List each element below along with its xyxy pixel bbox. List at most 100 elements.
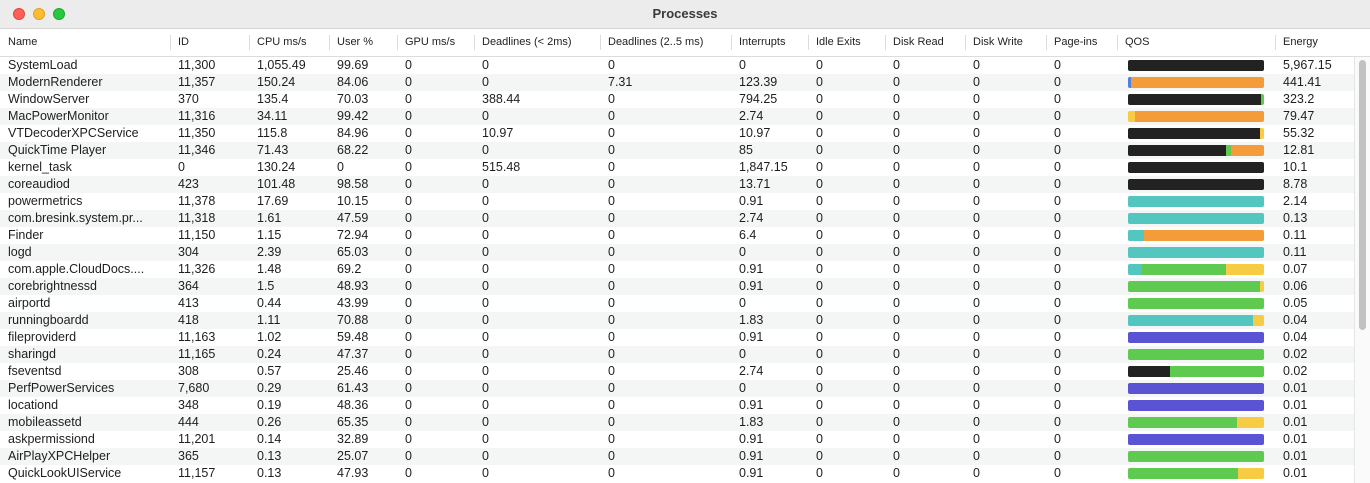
table-row[interactable]: QuickLookUIService 11,157 0.13 47.93 0 0 0 0.91…: [0, 465, 1354, 482]
cell-cpu: 1.02: [257, 330, 282, 344]
col-deadlines-2-5ms-header[interactable]: Deadlines (2..5 ms): [608, 36, 704, 48]
cell-interrupts: 0.91: [739, 432, 764, 446]
minimize-button[interactable]: [33, 8, 45, 20]
column-separator[interactable]: [1046, 35, 1047, 50]
table-row[interactable]: com.apple.CloudDocs.... 11,326 1.48 69.2 0 0 0…: [0, 261, 1354, 278]
cell-idle: 0: [816, 330, 823, 344]
col-id-header[interactable]: ID: [178, 36, 189, 48]
cell-name: Finder: [8, 228, 44, 242]
table-row[interactable]: WindowServer 370 135.4 70.03 0 388.44 0 794.25 0…: [0, 91, 1354, 108]
column-separator[interactable]: [249, 35, 250, 50]
cell-id: 11,318: [178, 211, 216, 225]
column-separator[interactable]: [170, 35, 171, 50]
cell-user: 72.94: [337, 228, 369, 242]
column-separator[interactable]: [808, 35, 809, 50]
table-row[interactable]: fileproviderd 11,163 1.02 59.48 0 0 0 0.91 0 0 0 0 0…: [0, 329, 1354, 346]
cell-dl2: 0: [482, 313, 489, 327]
table-row[interactable]: logd 304 2.39 65.03 0 0 0 0 0 0 0 0 0.11: [0, 244, 1354, 261]
table-row[interactable]: mobileassetd 444 0.26 65.35 0 0 0 1.83 0 0 0 0 0.01: [0, 414, 1354, 431]
column-separator[interactable]: [1275, 35, 1276, 50]
qos-bar: [1128, 349, 1264, 360]
cell-cpu: 0.19: [257, 398, 282, 412]
zoom-button[interactable]: [53, 8, 65, 20]
cell-dl25: 0: [608, 262, 615, 276]
table-row[interactable]: powermetrics 11,378 17.69 10.15 0 0 0 0.91 0 0 0 0 2…: [0, 193, 1354, 210]
cell-user: 98.58: [337, 177, 369, 191]
vertical-scrollbar[interactable]: [1354, 57, 1370, 483]
column-separator[interactable]: [885, 35, 886, 50]
table-row[interactable]: runningboardd 418 1.11 70.88 0 0 0 1.83 0 0 0 0 0.04: [0, 312, 1354, 329]
cell-dread: 0: [893, 381, 900, 395]
column-separator[interactable]: [329, 35, 330, 50]
table-row[interactable]: ModernRenderer 11,357 150.24 84.06 0 0 7.31 123…: [0, 74, 1354, 91]
column-separator[interactable]: [1117, 35, 1118, 50]
col-energy-header[interactable]: Energy: [1283, 36, 1318, 48]
cell-gpu: 0: [405, 245, 412, 259]
cell-user: 32.89: [337, 432, 369, 446]
qos-segment-teal: [1128, 264, 1142, 275]
table-row[interactable]: com.bresink.system.pr... 11,318 1.61 47.59 0…: [0, 210, 1354, 227]
col-deadlines-2ms-header[interactable]: Deadlines (< 2ms): [482, 36, 572, 48]
column-separator[interactable]: [397, 35, 398, 50]
cell-pageins: 0: [1054, 228, 1061, 242]
cell-user: 99.69: [337, 58, 369, 72]
col-disk-read-header[interactable]: Disk Read: [893, 36, 944, 48]
table-row[interactable]: PerfPowerServices 7,680 0.29 61.43 0 0 0 0 0 0 0 0 0…: [0, 380, 1354, 397]
column-separator[interactable]: [600, 35, 601, 50]
cell-dl25: 0: [608, 449, 615, 463]
table-row[interactable]: VTDecoderXPCService 11,350 115.8 84.96 0 10.9…: [0, 125, 1354, 142]
table-row[interactable]: fseventsd 308 0.57 25.46 0 0 0 2.74 0 0 0 0 0.02: [0, 363, 1354, 380]
table-row[interactable]: MacPowerMonitor 11,316 34.11 99.42 0 0 0 2.74 0 0…: [0, 108, 1354, 125]
col-idle-exits-header[interactable]: Idle Exits: [816, 36, 861, 48]
cell-dwrite: 0: [973, 279, 980, 293]
qos-segment-yellow: [1259, 281, 1264, 292]
table-row[interactable]: QuickTime Player 11,346 71.43 68.22 0 0 0 85 0 0 0…: [0, 142, 1354, 159]
table-row[interactable]: AirPlayXPCHelper 365 0.13 25.07 0 0 0 0.91 0 0 0 0 0…: [0, 448, 1354, 465]
cell-user: 69.2: [337, 262, 362, 276]
cell-gpu: 0: [405, 330, 412, 344]
table-row[interactable]: coreaudiod 423 101.48 98.58 0 0 0 13.71 0 0 0 0 8.78: [0, 176, 1354, 193]
scrollbar-thumb[interactable]: [1359, 60, 1366, 330]
col-name-header[interactable]: Name: [8, 36, 38, 48]
cell-name: askpermissiond: [8, 432, 95, 446]
cell-idle: 0: [816, 313, 823, 327]
cell-dread: 0: [893, 313, 900, 327]
col-disk-write-header[interactable]: Disk Write: [973, 36, 1023, 48]
col-user-header[interactable]: User %: [337, 36, 374, 48]
cell-name: logd: [8, 245, 32, 259]
table-row[interactable]: corebrightnessd 364 1.5 48.93 0 0 0 0.91 0 0 0 0 0.0…: [0, 278, 1354, 295]
cell-cpu: 0.57: [257, 364, 282, 378]
cell-energy: 0.06: [1283, 279, 1308, 293]
table-row[interactable]: Finder 11,150 1.15 72.94 0 0 0 6.4 0 0 0 0 0.11: [0, 227, 1354, 244]
cell-idle: 0: [816, 245, 823, 259]
table-row[interactable]: askpermissiond 11,201 0.14 32.89 0 0 0 0.91 0 0 0 0…: [0, 431, 1354, 448]
cell-dl25: 0: [608, 211, 615, 225]
column-separator[interactable]: [965, 35, 966, 50]
close-button[interactable]: [13, 8, 25, 20]
qos-segment-teal: [1128, 247, 1264, 258]
cell-cpu: 115.8: [257, 126, 288, 140]
cell-gpu: 0: [405, 432, 412, 446]
column-separator[interactable]: [731, 35, 732, 50]
cell-user: 48.93: [337, 279, 369, 293]
col-qos-header[interactable]: QOS: [1125, 36, 1150, 48]
cell-cpu: 71.43: [257, 143, 289, 157]
col-cpu-header[interactable]: CPU ms/s: [257, 36, 307, 48]
cell-gpu: 0: [405, 313, 412, 327]
table-row[interactable]: SystemLoad 11,300 1,055.49 99.69 0 0 0 0 0 0 0 0 5,9…: [0, 57, 1354, 74]
cell-idle: 0: [816, 279, 823, 293]
col-page-ins-header[interactable]: Page-ins: [1054, 36, 1098, 48]
col-gpu-header[interactable]: GPU ms/s: [405, 36, 456, 48]
table-row[interactable]: locationd 348 0.19 48.36 0 0 0 0.91 0 0 0 0 0.01: [0, 397, 1354, 414]
cell-user: 43.99: [337, 296, 369, 310]
column-separator[interactable]: [474, 35, 475, 50]
table-row[interactable]: airportd 413 0.44 43.99 0 0 0 0 0 0 0 0 0.05: [0, 295, 1354, 312]
cell-user: 68.22: [337, 143, 369, 157]
cell-gpu: 0: [405, 296, 412, 310]
cell-dread: 0: [893, 160, 900, 174]
table-row[interactable]: sharingd 11,165 0.24 47.37 0 0 0 0 0 0 0 0 0.02: [0, 346, 1354, 363]
qos-bar: [1128, 417, 1264, 428]
cell-cpu: 17.69: [257, 194, 289, 208]
col-interrupts-header[interactable]: Interrupts: [739, 36, 786, 48]
table-row[interactable]: kernel_task 0 130.24 0 0 515.48 0 1,847.15 0 0 0 0 1…: [0, 159, 1354, 176]
